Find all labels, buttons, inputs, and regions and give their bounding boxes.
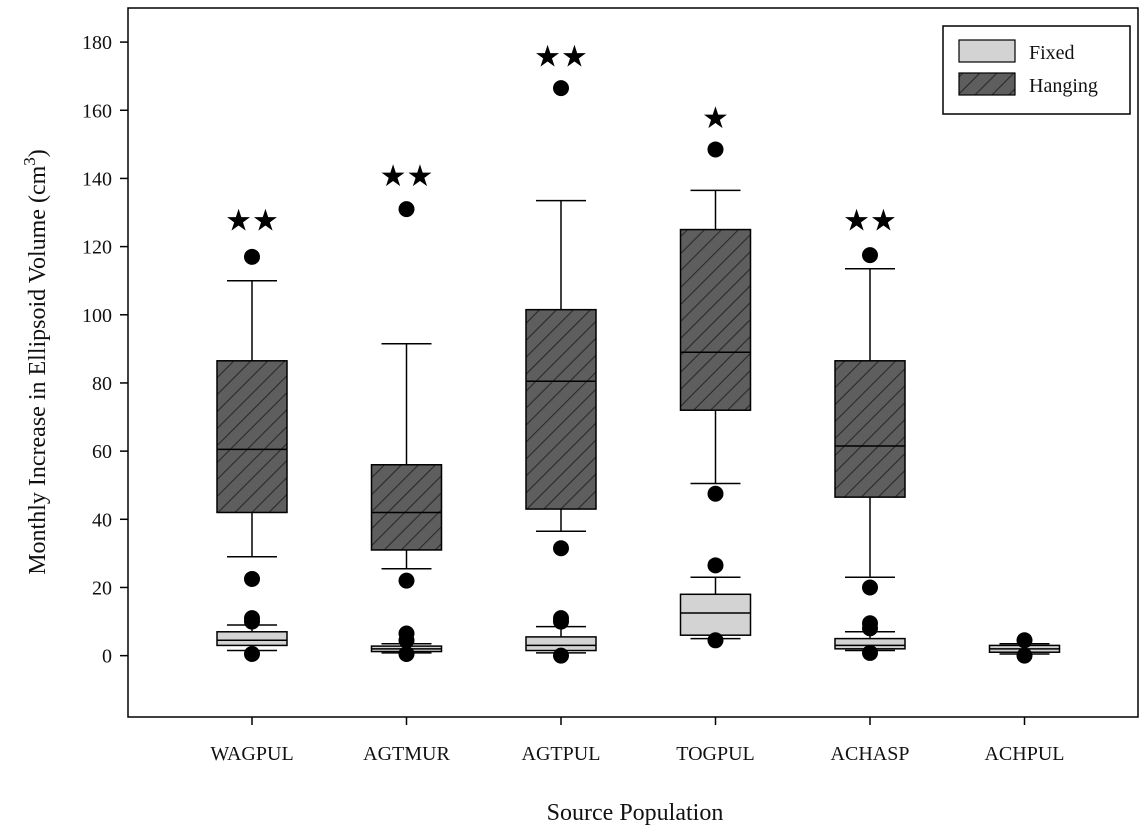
significance-annotations: ★★★★★★★★★ <box>225 40 897 239</box>
outlier-point <box>398 572 415 589</box>
box-iqr <box>525 308 597 510</box>
y-tick-label: 160 <box>82 100 112 122</box>
legend-swatch-fixed <box>958 39 1016 63</box>
box-hanging <box>525 80 597 557</box>
significance-stars: ★★ <box>225 203 279 238</box>
outlier-point <box>398 645 415 662</box>
plot-frame <box>127 7 1139 718</box>
outlier-point <box>244 570 260 587</box>
box-iqr <box>679 228 752 411</box>
y-tick-label: 180 <box>82 32 112 54</box>
x-tick-label: AGTPUL <box>522 743 601 765</box>
outlier-point <box>398 201 415 218</box>
outlier-point <box>862 579 878 596</box>
outlier-point <box>707 632 724 649</box>
box-iqr <box>834 360 906 498</box>
x-axis-title: Source Population <box>547 800 724 826</box>
outlier-point <box>1016 632 1033 649</box>
outlier-point <box>1016 647 1033 664</box>
box-iqr <box>216 631 288 647</box>
box-fixed <box>216 610 288 662</box>
box-fixed <box>834 615 906 661</box>
box-iqr <box>679 593 752 636</box>
legend-label-fixed: Fixed <box>1029 42 1075 64</box>
box-hanging <box>834 247 906 596</box>
legend-box <box>942 25 1131 115</box>
outlier-point <box>553 540 569 557</box>
y-axis: 0 20 40 60 80 100 120 140 160 180 <box>82 32 128 668</box>
x-tick-label: TOGPUL <box>676 743 755 765</box>
legend-label-hanging: Hanging <box>1029 75 1098 97</box>
y-tick-label: 120 <box>82 237 112 259</box>
box-hanging <box>679 141 752 502</box>
y-tick-label: 140 <box>82 168 112 190</box>
outlier-point <box>707 557 724 574</box>
y-axis-title: Monthly Increase in Ellipsoid Volume (cm… <box>20 149 51 575</box>
significance-stars: ★★ <box>843 203 897 238</box>
box-hanging <box>370 201 443 589</box>
y-tick-label: 60 <box>92 441 112 463</box>
y-tick-label: 40 <box>92 509 112 531</box>
outlier-point <box>553 610 569 627</box>
x-axis: WAGPUL AGTMUR AGTPUL TOGPUL ACHASP ACHPUL <box>210 717 1065 765</box>
x-tick-label: AGTMUR <box>363 743 450 765</box>
box-series <box>216 80 1061 664</box>
y-tick-label: 100 <box>82 305 112 327</box>
x-tick-label: ACHASP <box>831 743 910 765</box>
outlier-point <box>707 485 724 502</box>
box-fixed <box>370 625 443 662</box>
outlier-point <box>862 615 878 632</box>
box-iqr <box>370 464 443 551</box>
outlier-point <box>398 625 415 642</box>
x-tick-label: WAGPUL <box>210 743 293 765</box>
box-fixed <box>525 610 597 664</box>
significance-stars: ★★ <box>380 159 434 194</box>
outlier-point <box>244 248 260 265</box>
outlier-point <box>553 80 569 97</box>
box-iqr <box>216 360 288 514</box>
x-tick-label: ACHPUL <box>984 743 1064 765</box>
y-tick-label: 0 <box>102 646 112 668</box>
outlier-point <box>862 247 878 264</box>
outlier-point <box>553 647 569 664</box>
y-axis-title-text: Monthly Increase in Ellipsoid Volume (cm <box>25 165 51 574</box>
significance-stars: ★ <box>702 101 729 136</box>
legend-swatch-hanging <box>958 72 1016 96</box>
y-axis-title-superscript: 3 <box>20 157 39 166</box>
y-tick-label: 20 <box>92 577 112 599</box>
box-hanging <box>216 248 288 587</box>
y-tick-label: 80 <box>92 373 112 395</box>
box-fixed <box>679 557 752 649</box>
outlier-point <box>244 610 260 627</box>
outlier-point <box>707 141 724 158</box>
box-fixed <box>988 632 1061 664</box>
y-axis-title-end: ) <box>25 149 51 157</box>
outlier-point <box>862 644 878 661</box>
legend: Fixed Hanging <box>942 25 1131 115</box>
outlier-point <box>244 645 260 662</box>
significance-stars: ★★ <box>534 40 588 75</box>
